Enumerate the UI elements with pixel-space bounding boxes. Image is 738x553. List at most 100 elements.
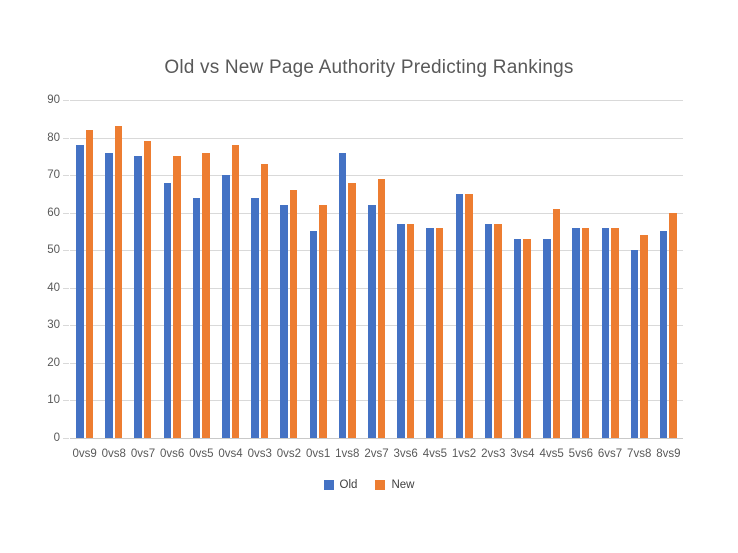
bar-old-2vs3	[484, 223, 493, 438]
y-axis-tick	[63, 400, 69, 402]
chart-title: Old vs New Page Authority Predicting Ran…	[164, 57, 574, 78]
y-axis-tick	[63, 287, 69, 289]
y-axis-tick	[63, 362, 69, 364]
bar-old-4vs5	[543, 238, 551, 438]
bar-new-4vs5	[552, 208, 561, 438]
y-axis-label-50: 50	[47, 244, 60, 257]
legend-swatch-old-icon	[323, 480, 334, 490]
x-axis-label-13: 1vs2	[451, 448, 477, 460]
x-axis-label-17: 5vs6	[568, 448, 593, 460]
y-axis-label-60: 60	[47, 206, 60, 219]
gridline-10	[70, 400, 683, 402]
bar-old-0vs5	[192, 197, 201, 438]
bar-old-1vs8	[338, 152, 347, 438]
y-axis-label-80: 80	[47, 131, 60, 144]
bar-new-0vs2	[289, 190, 298, 438]
gridline-80	[70, 137, 683, 139]
y-axis-label-10: 10	[47, 394, 60, 407]
legend-label-old: Old	[339, 479, 358, 491]
bar-new-0vs8	[114, 126, 123, 438]
bar-new-0vs9	[85, 130, 94, 438]
x-axis-label-15: 3vs4	[510, 448, 535, 460]
bar-old-0vs8	[105, 152, 113, 438]
bar-new-3vs4	[523, 238, 531, 438]
bar-new-8vs9	[669, 212, 677, 438]
x-axis-label-20: 8vs9	[656, 448, 681, 460]
bar-new-7vs8	[640, 235, 648, 438]
x-axis-label-2: 0vs7	[130, 448, 156, 460]
x-axis-label-3: 0vs6	[160, 448, 185, 460]
x-axis-label-16: 4vs5	[539, 448, 564, 460]
bar-new-5vs6	[581, 227, 590, 438]
legend-label-new: New	[391, 479, 415, 491]
bar-old-3vs4	[513, 238, 522, 438]
bar-new-4vs5	[435, 227, 444, 438]
bar-new-3vs6	[406, 223, 415, 438]
bar-old-1vs2	[455, 193, 464, 438]
legend: Old New	[0, 479, 738, 491]
bar-old-0vs4	[222, 175, 230, 438]
bar-old-0vs7	[134, 156, 142, 438]
bar-old-6vs7	[601, 227, 610, 438]
bar-old-5vs6	[572, 227, 580, 438]
bar-old-0vs6	[163, 182, 172, 438]
bar-old-8vs9	[659, 231, 668, 438]
gridline-60	[70, 212, 683, 214]
x-axis-label-12: 4vs5	[422, 448, 448, 460]
gridline-20	[70, 362, 683, 364]
bar-old-2vs7	[368, 205, 376, 438]
y-axis-label-20: 20	[47, 356, 60, 369]
y-axis-label-40: 40	[47, 281, 60, 294]
x-axis-label-11: 3vs6	[393, 448, 418, 460]
y-axis-tick	[63, 137, 69, 139]
bar-old-7vs8	[630, 250, 639, 438]
legend-item-new: New	[375, 479, 414, 491]
x-axis-label-6: 0vs3	[247, 448, 272, 460]
gridline-70	[70, 175, 683, 177]
bar-new-1vs8	[348, 182, 356, 438]
x-axis-label-7: 0vs2	[276, 448, 302, 460]
legend-item-old: Old	[323, 479, 358, 491]
bar-new-1vs2	[465, 193, 473, 438]
gridline-40	[70, 287, 683, 289]
bar-new-0vs7	[143, 141, 152, 438]
gridline-0	[70, 438, 683, 439]
x-axis-label-18: 6vs7	[597, 448, 623, 460]
bar-new-0vs1	[319, 205, 327, 438]
x-axis-label-8: 0vs1	[305, 448, 331, 460]
y-axis-label-70: 70	[47, 169, 60, 182]
gridline-50	[70, 250, 683, 252]
bar-new-0vs4	[231, 145, 240, 438]
x-axis-label-14: 2vs3	[481, 448, 506, 460]
legend-swatch-new-icon	[375, 480, 386, 490]
bar-new-0vs5	[202, 152, 210, 438]
x-axis-label-19: 7vs8	[627, 448, 652, 460]
bar-new-0vs6	[173, 156, 181, 438]
x-axis-label-10: 2vs7	[364, 448, 389, 460]
y-axis-label-0: 0	[53, 432, 60, 444]
bar-old-4vs5	[426, 227, 434, 438]
bar-old-0vs3	[251, 197, 259, 438]
bar-old-3vs6	[397, 223, 405, 438]
y-axis-label-90: 90	[47, 94, 60, 106]
gridline-30	[70, 325, 683, 327]
y-axis-tick	[63, 212, 69, 214]
y-axis-label-30: 30	[47, 319, 60, 332]
x-axis-label-5: 0vs4	[218, 448, 243, 460]
y-axis-tick	[63, 100, 69, 101]
y-axis-tick	[63, 250, 69, 252]
y-axis-tick	[63, 175, 69, 177]
bar-new-0vs3	[260, 163, 269, 438]
y-axis-tick	[63, 325, 69, 327]
bar-new-6vs7	[611, 227, 619, 438]
bar-old-0vs2	[280, 205, 288, 438]
x-axis-label-9: 1vs8	[335, 448, 360, 460]
gridline-90	[70, 100, 683, 101]
bar-new-2vs7	[377, 178, 385, 438]
x-axis-label-4: 0vs5	[189, 448, 214, 460]
x-axis-label-0: 0vs9	[72, 448, 97, 460]
x-axis-label-1: 0vs8	[101, 448, 126, 460]
bar-old-0vs9	[76, 145, 84, 438]
bar-new-2vs3	[494, 223, 502, 438]
